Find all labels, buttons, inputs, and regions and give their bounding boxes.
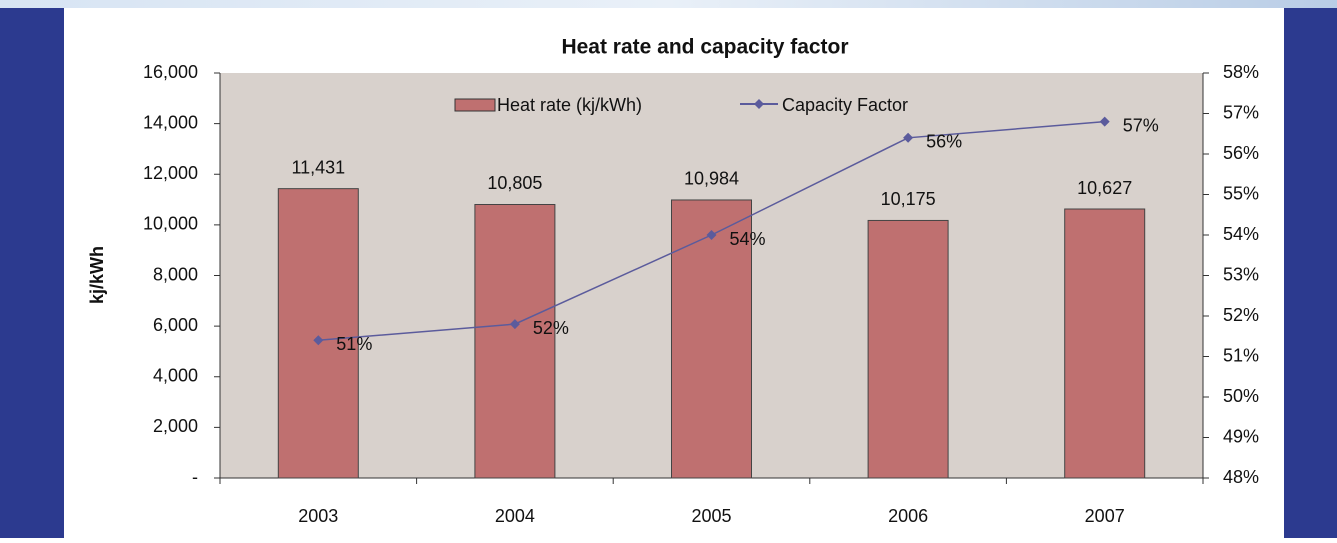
legend-label: Capacity Factor [782, 95, 908, 115]
y2-tick-label: 51% [1223, 345, 1259, 365]
marker [313, 335, 324, 346]
y-tick-label: 6,000 [153, 315, 198, 335]
data-label: 10,175 [881, 189, 936, 209]
frame-left [0, 8, 64, 538]
y-tick-label: 2,000 [153, 416, 198, 436]
y-tick-label: 4,000 [153, 366, 198, 386]
bar [277, 188, 359, 479]
y-tick-label: 16,000 [143, 62, 198, 82]
y2-tick-label: 52% [1223, 305, 1259, 325]
legend-swatch [454, 98, 496, 112]
data-label: 10,984 [684, 169, 739, 189]
data-label: 10,627 [1077, 178, 1132, 198]
frame-right [1284, 8, 1337, 538]
data-label: 11,431 [291, 157, 345, 177]
bar [867, 219, 949, 479]
data-label: 54% [730, 229, 766, 249]
y2-tick-label: 57% [1223, 102, 1259, 122]
y2-tick-label: 54% [1223, 224, 1259, 244]
data-label: 51% [336, 334, 372, 354]
y2-tick-label: 49% [1223, 426, 1259, 446]
chart-title: Heat rate and capacity factor [561, 36, 848, 59]
data-label: 57% [1123, 115, 1159, 135]
y2-tick-label: 48% [1223, 467, 1259, 487]
marker [509, 319, 520, 330]
x-tick-label: 2006 [888, 506, 928, 526]
data-label: 56% [926, 132, 962, 152]
marker [903, 132, 914, 143]
marker [706, 230, 717, 240]
bar [1064, 208, 1146, 479]
y-tick-label: 12,000 [143, 163, 198, 183]
y-tick-label: 14,000 [143, 112, 198, 132]
bar [474, 203, 556, 479]
legend-marker [754, 99, 764, 109]
y-tick-label: - [192, 467, 198, 487]
x-tick-label: 2003 [298, 506, 338, 526]
marker [1099, 116, 1110, 127]
y2-tick-label: 50% [1223, 386, 1259, 406]
y-axis-label: kj/kWh [87, 246, 107, 304]
data-label: 52% [533, 318, 569, 338]
y-tick-label: 10,000 [143, 214, 198, 234]
y2-tick-label: 55% [1223, 183, 1259, 203]
legend-label: Heat rate (kj/kWh) [497, 95, 642, 115]
x-tick-label: 2004 [495, 506, 535, 526]
y2-tick-label: 53% [1223, 264, 1259, 284]
x-tick-label: 2005 [691, 506, 731, 526]
y-tick-label: 8,000 [153, 264, 198, 284]
y2-tick-label: 58% [1223, 62, 1259, 82]
y2-tick-label: 56% [1223, 143, 1259, 163]
x-tick-label: 2007 [1085, 506, 1125, 526]
data-label: 10,805 [487, 173, 542, 193]
